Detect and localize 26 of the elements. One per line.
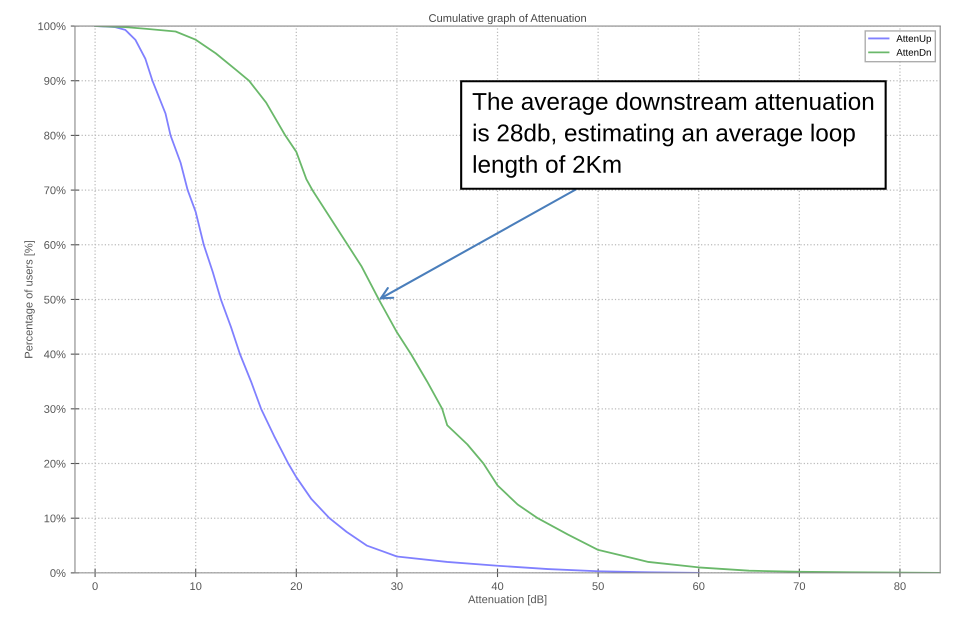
- y-tick-label: 90%: [44, 76, 66, 85]
- x-tick-label: 60: [693, 582, 704, 590]
- y-tick-label: 50%: [44, 296, 66, 304]
- x-tick-label: 0: [92, 582, 98, 590]
- legend-label: AttenUp: [896, 35, 932, 44]
- annotation: The average downstream attenuation is 28db, estimating an average loop length of 2Km: [472, 92, 874, 178]
- y-tick-label: 10%: [44, 514, 66, 522]
- y-tick-label: 80%: [44, 132, 66, 140]
- x-tick-label: 70: [794, 582, 806, 590]
- y-tick-label: 40%: [44, 350, 66, 358]
- x-tick-label: 10: [190, 582, 202, 590]
- x-tick-label: 20: [290, 582, 302, 590]
- x-tick-label: 30: [391, 582, 403, 590]
- x-axis-title: Attenuation [dB]: [468, 595, 546, 606]
- y-tick-label: 100%: [38, 22, 66, 30]
- legend-label: AttenDn: [896, 49, 931, 56]
- y-tick-label: 70%: [44, 186, 66, 194]
- x-tick-label: 50: [592, 582, 604, 590]
- y-tick-label: 60%: [44, 241, 66, 249]
- chart-title: Cumulative graph of Attenuation: [429, 14, 586, 24]
- y-tick-label: 30%: [44, 405, 66, 413]
- x-tick-label: 40: [492, 582, 504, 590]
- y-tick-label: 20%: [44, 460, 66, 468]
- y-axis-title: Percentage of users [%]: [24, 240, 35, 358]
- y-tick-label: 0%: [50, 569, 66, 578]
- x-tick-label: 80: [894, 582, 906, 590]
